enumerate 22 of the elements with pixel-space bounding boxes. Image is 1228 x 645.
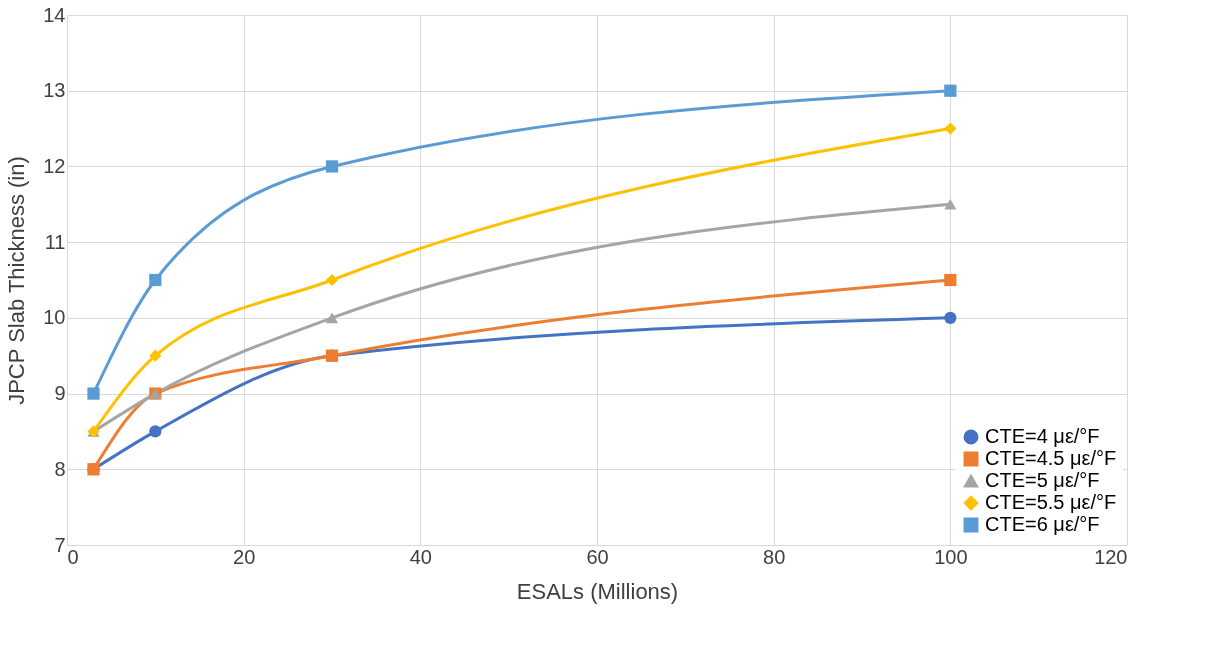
legend-label: CTE=5.5 με/°F <box>985 491 1117 513</box>
x-tick-label: 0 <box>67 545 79 568</box>
legend-label: CTE=4.5 με/°F <box>985 447 1117 469</box>
y-tick-label: 9 <box>54 382 66 405</box>
x-tick-label: 100 <box>934 545 968 568</box>
y-tick-label: 12 <box>43 154 66 177</box>
x-tick-label: 60 <box>586 545 609 568</box>
y-tick-label: 7 <box>54 533 66 556</box>
y-tick-label: 14 <box>43 3 66 26</box>
x-tick-label: 40 <box>409 545 432 568</box>
legend-label: CTE=4 με/°F <box>985 425 1100 447</box>
y-tick-label: 13 <box>43 79 66 102</box>
x-tick-label: 80 <box>763 545 786 568</box>
legend-label: CTE=6 με/°F <box>985 513 1100 535</box>
x-axis-title: ESALs (Millions) <box>516 578 679 604</box>
y-tick-label: 8 <box>54 457 66 480</box>
y-axis-title: JPCP Slab Thickness (in) <box>4 156 30 405</box>
legend-label: CTE=5 με/°F <box>985 469 1100 491</box>
y-tick-label: 11 <box>44 230 66 253</box>
x-tick-label: 120 <box>1094 545 1128 568</box>
x-tick-label: 20 <box>233 545 256 568</box>
y-tick-label: 10 <box>43 306 66 329</box>
